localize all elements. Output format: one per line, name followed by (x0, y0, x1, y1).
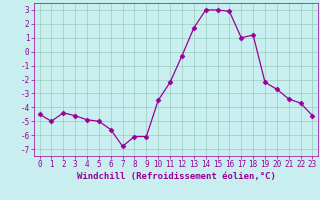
X-axis label: Windchill (Refroidissement éolien,°C): Windchill (Refroidissement éolien,°C) (76, 172, 276, 181)
